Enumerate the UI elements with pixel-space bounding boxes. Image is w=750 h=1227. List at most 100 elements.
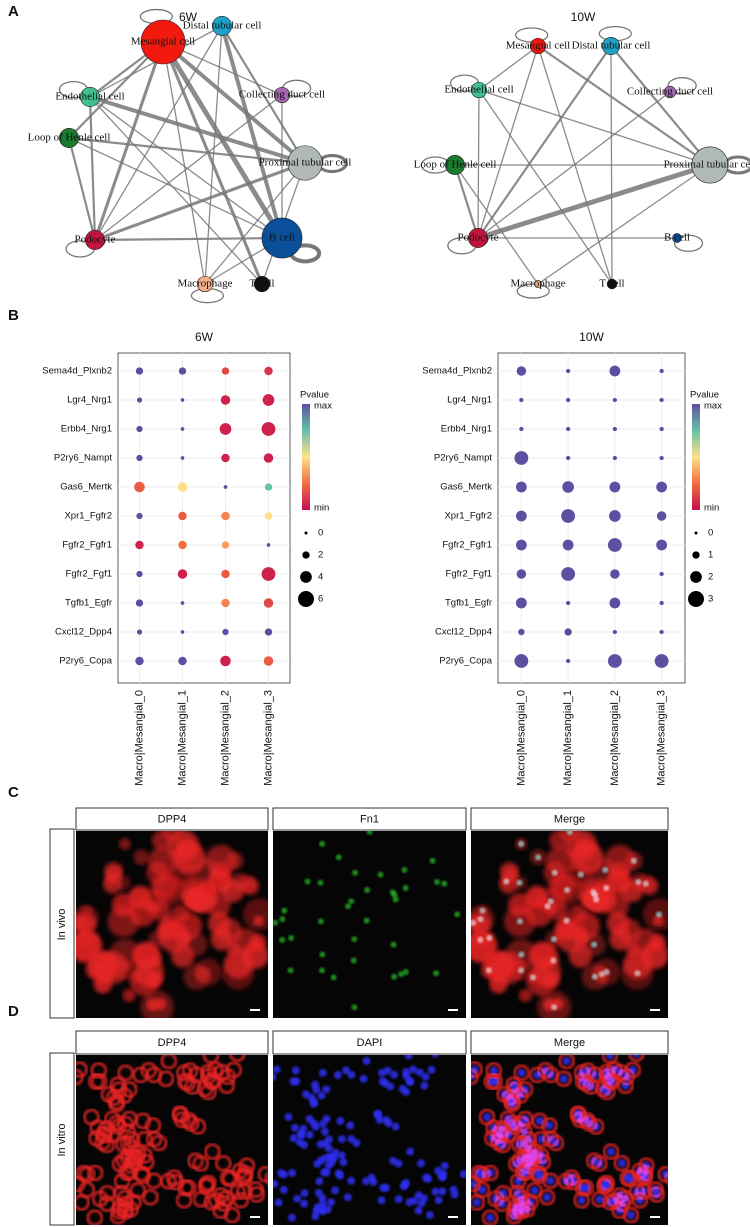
nucleus: [591, 941, 598, 948]
cell-signal: [114, 960, 135, 981]
dot: [264, 512, 273, 520]
dot: [219, 423, 232, 435]
nucleus: [304, 878, 311, 885]
node: [529, 37, 547, 55]
cell-membrane: [110, 1202, 128, 1220]
nucleus: [398, 971, 405, 978]
nucleus: [394, 1195, 403, 1204]
nucleus: [440, 1161, 449, 1170]
node-label: Macrophage: [511, 278, 566, 290]
dot: [659, 455, 664, 461]
nucleus: [288, 1168, 297, 1177]
node-label: B cell: [269, 232, 295, 244]
cell-signal: [210, 927, 234, 951]
dot: [178, 540, 187, 550]
dot: [221, 598, 230, 608]
edge: [93, 41, 165, 241]
cell-membrane: [547, 1134, 565, 1152]
cell-signal: [620, 879, 644, 903]
nucleus: [611, 1196, 620, 1205]
nucleus: [489, 1066, 498, 1075]
cell-membrane: [199, 1174, 217, 1192]
row-label: Tgfb1_Egfr: [445, 598, 492, 609]
cell-membrane: [120, 1110, 138, 1128]
nucleus: [526, 1198, 535, 1207]
nucleus: [337, 1151, 346, 1160]
cell-signal: [157, 918, 179, 941]
nucleus: [414, 1191, 423, 1200]
dot: [135, 656, 144, 666]
nucleus: [441, 880, 448, 887]
nucleus: [366, 831, 373, 835]
node-label: Collecting duct cell: [627, 86, 713, 98]
node: [445, 155, 465, 175]
edge: [477, 91, 671, 239]
row-label: Sema4d_Plxnb2: [422, 366, 492, 377]
nucleus: [524, 1135, 533, 1144]
nucleus: [652, 1190, 661, 1199]
row-label-box: [49, 828, 75, 1019]
cell-membrane: [203, 1143, 221, 1161]
nucleus: [421, 1072, 430, 1081]
cell-signal: [609, 927, 633, 951]
nucleus: [578, 1077, 587, 1086]
cell-membrane: [219, 1169, 237, 1187]
cell-signal: [153, 874, 186, 906]
channel: [471, 831, 668, 1018]
cell-membrane: [602, 1143, 620, 1161]
dot: [516, 569, 527, 579]
image-header: [272, 1030, 467, 1055]
nucleus: [414, 1206, 423, 1215]
node-label: B cell: [664, 232, 690, 244]
cell-membrane: [471, 1164, 488, 1182]
cell-membrane: [141, 1188, 159, 1206]
cell-membrane: [157, 1070, 175, 1088]
cell-membrane: [86, 1209, 104, 1225]
nucleus: [516, 918, 523, 925]
nucleus: [345, 903, 352, 910]
size-key-label: 2: [708, 572, 713, 583]
edge: [89, 95, 306, 165]
cell-membrane: [199, 1083, 217, 1101]
node: [261, 217, 303, 259]
row-label: Xpr1_Fgfr2: [64, 511, 112, 522]
nucleus: [535, 854, 542, 861]
cell-membrane: [664, 1171, 668, 1186]
nucleus: [530, 1148, 539, 1157]
nucleus: [541, 1066, 550, 1075]
row-label: Erbb4_Nrg1: [61, 424, 112, 435]
column-label: Macro|Mesangial_1: [176, 690, 188, 786]
nucleus: [417, 1199, 426, 1208]
micrograph: [273, 831, 466, 1018]
node-label: T cell: [249, 278, 274, 290]
panel-label: D: [8, 1003, 19, 1020]
nucleus: [591, 973, 598, 980]
nucleus: [642, 880, 649, 887]
dot: [220, 395, 231, 405]
dot: [177, 482, 188, 492]
cell-signal: [223, 950, 253, 979]
image-label: DAPI: [357, 1037, 383, 1049]
cell-membrane: [76, 1060, 89, 1078]
cell-membrane: [657, 1165, 668, 1183]
dot: [518, 628, 525, 636]
legend-title: Pvalue: [690, 390, 719, 401]
dot: [135, 540, 144, 550]
dot: [262, 394, 275, 406]
nucleus: [471, 1179, 477, 1188]
nucleus: [471, 919, 477, 926]
nucleus: [595, 1159, 604, 1168]
nucleus: [537, 1151, 546, 1160]
dot: [565, 600, 571, 606]
nucleus: [324, 1144, 333, 1153]
colorbar-min: min: [704, 503, 719, 514]
cell-membrane: [591, 1190, 609, 1208]
nucleus: [602, 866, 609, 873]
row-label: Gas6_Mertk: [440, 482, 492, 493]
nucleus: [402, 884, 409, 891]
dot: [136, 512, 143, 520]
row-label: Cxcl12_Dpp4: [435, 627, 492, 638]
dot: [562, 481, 574, 493]
cell-signal: [171, 904, 190, 923]
nucleus: [564, 886, 571, 893]
